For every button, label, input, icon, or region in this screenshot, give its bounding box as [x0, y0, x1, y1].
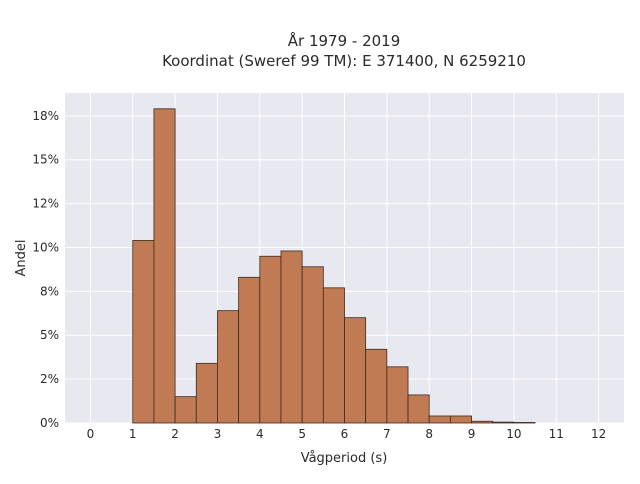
chart-title-line-2: Koordinat (Sweref 99 TM): E 371400, N 62… [162, 52, 526, 70]
y-tick-label: 10% [32, 240, 59, 254]
histogram-bar [259, 255, 282, 424]
x-tick-label: 11 [549, 427, 564, 441]
histogram-bar [238, 276, 261, 424]
histogram-bar [153, 108, 176, 424]
x-tick-label: 2 [171, 427, 179, 441]
histogram-bar [449, 415, 472, 424]
x-tick-label: 9 [468, 427, 476, 441]
x-tick-label: 5 [298, 427, 306, 441]
y-tick-label: 2% [40, 372, 59, 386]
y-tick-label: 12% [32, 197, 59, 211]
histogram-bar [407, 394, 430, 424]
x-tick-label: 8 [425, 427, 433, 441]
histogram-bar [428, 415, 451, 424]
histogram-bar [386, 366, 409, 424]
x-tick-label: 6 [341, 427, 349, 441]
histogram-bar [280, 250, 303, 424]
histogram-bar [365, 348, 388, 424]
histogram-bar [174, 396, 197, 424]
plot-area: 0 1 2 3 4 5 6 7 8 9 10 11 120%2%5%8%10%12%15%18% [32, 93, 624, 441]
y-tick-label: 5% [40, 328, 59, 342]
histogram-bar [471, 420, 494, 424]
histogram-bar [513, 422, 536, 424]
y-tick-label: 0% [40, 416, 59, 430]
histogram-bar [492, 421, 515, 424]
histogram-bar [217, 310, 240, 424]
x-tick-label: 1 [129, 427, 137, 441]
x-tick-label: 12 [591, 427, 606, 441]
y-tick-label: 18% [32, 109, 59, 123]
histogram-bar [132, 240, 155, 424]
histogram-bar [322, 287, 345, 424]
x-axis-title: Vågperiod (s) [301, 451, 388, 466]
histogram-bar [344, 317, 367, 424]
x-tick-label: 0 [87, 427, 95, 441]
chart-title-line-1: År 1979 - 2019 [288, 31, 401, 50]
histogram-bar [195, 362, 218, 424]
y-tick-label: 15% [32, 153, 59, 167]
x-tick-label: 4 [256, 427, 264, 441]
y-tick-label: 8% [40, 284, 59, 298]
y-axis-title: Andel [14, 240, 29, 277]
x-tick-label: 3 [214, 427, 222, 441]
x-tick-label: 10 [506, 427, 521, 441]
x-tick-label: 7 [383, 427, 391, 441]
histogram-bar [301, 266, 324, 424]
